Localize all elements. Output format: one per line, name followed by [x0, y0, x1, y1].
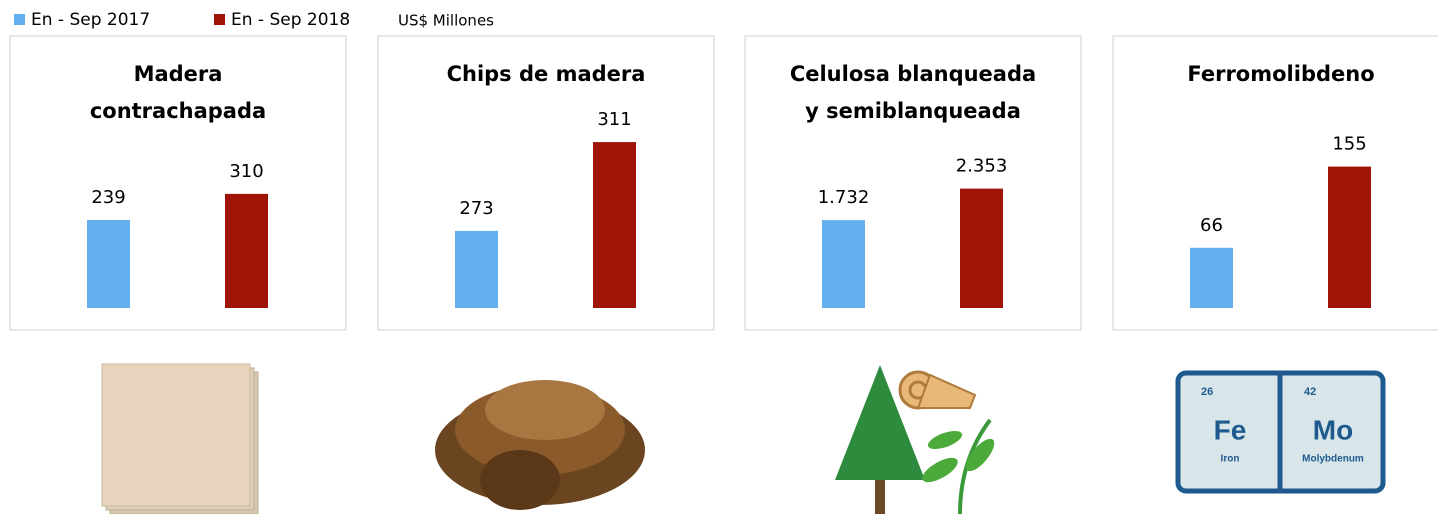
cellulose-icon [835, 365, 999, 514]
element-symbol: Mo [1313, 414, 1353, 445]
legend-label: En - Sep 2018 [231, 10, 350, 30]
value-label: 2.353 [956, 156, 1008, 177]
value-label: 273 [459, 198, 493, 219]
bar [593, 142, 636, 308]
legend-swatch [214, 14, 225, 25]
chart-title: Chips de madera [447, 62, 646, 86]
element-number: 42 [1304, 386, 1316, 398]
element-name: Molybdenum [1302, 454, 1364, 465]
value-label: 155 [1332, 134, 1366, 155]
bar [960, 189, 1003, 308]
value-label: 310 [229, 161, 263, 182]
element-symbol: Fe [1214, 414, 1247, 445]
legend-swatch [14, 14, 25, 25]
element-number: 26 [1201, 386, 1213, 398]
unit-label: US$ Millones [398, 12, 494, 30]
chart-title: contrachapada [90, 99, 266, 123]
dashboard: En - Sep 2017 En - Sep 2018 US$ Millones Ma… [0, 0, 1438, 514]
value-label: 311 [597, 109, 631, 130]
chart-title: Ferromolibdeno [1187, 62, 1374, 86]
bar [1328, 167, 1371, 308]
element-name: Iron [1221, 454, 1240, 465]
wood-chips-icon [435, 380, 645, 510]
bar [225, 194, 268, 308]
bar [822, 220, 865, 308]
value-label: 239 [91, 187, 125, 208]
legend-label: En - Sep 2017 [31, 10, 150, 30]
value-label: 66 [1200, 215, 1223, 236]
bar [87, 220, 130, 308]
bar [455, 231, 498, 308]
bar [1190, 248, 1233, 308]
chart-title: Celulosa blanqueada [790, 62, 1036, 86]
plywood-icon [102, 364, 258, 514]
value-label: 1.732 [818, 187, 870, 208]
chart-title: Madera [134, 62, 223, 86]
chart-title: y semiblanqueada [805, 99, 1021, 123]
